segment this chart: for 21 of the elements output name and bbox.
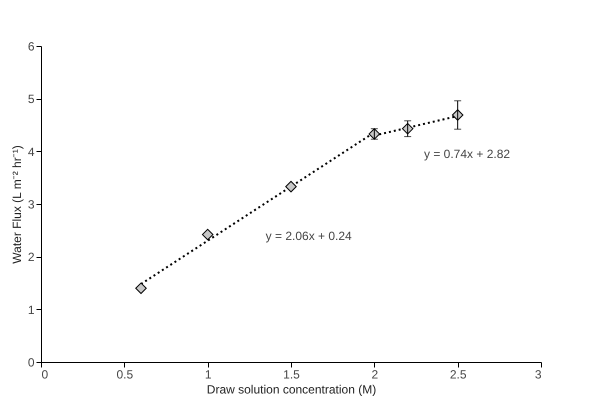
annotation: y = 2.06x + 0.24 xyxy=(266,229,352,244)
x-tick-label: 2.5 xyxy=(450,368,467,382)
point xyxy=(285,180,297,192)
y-axis-title: Water Flux (L m⁻² hr⁻¹) xyxy=(10,145,24,264)
x-tick-label: 0 xyxy=(42,368,48,382)
y-tick-label: 4 xyxy=(28,144,35,159)
y-tick-label: 3 xyxy=(28,198,35,212)
y-tick-label: 6 xyxy=(28,40,35,54)
point xyxy=(135,282,147,294)
x-tick-label: 1 xyxy=(204,368,212,382)
x-axis-title: Draw solution concentration (M) xyxy=(206,382,376,396)
x-tick-label: 1.5 xyxy=(283,368,300,382)
y-tick-label: 2 xyxy=(28,250,35,264)
x-tick-label: 2 xyxy=(371,368,378,382)
x-tick-label: 0.5 xyxy=(116,368,134,382)
annotation: y = 0.74x + 2.82 xyxy=(424,146,510,161)
point xyxy=(202,228,214,240)
y-tick-label: 0 xyxy=(28,356,35,370)
y-tick-label: 1 xyxy=(28,302,35,317)
y-tick-label: 5 xyxy=(28,92,35,106)
x-tick-label: 3 xyxy=(534,368,542,382)
